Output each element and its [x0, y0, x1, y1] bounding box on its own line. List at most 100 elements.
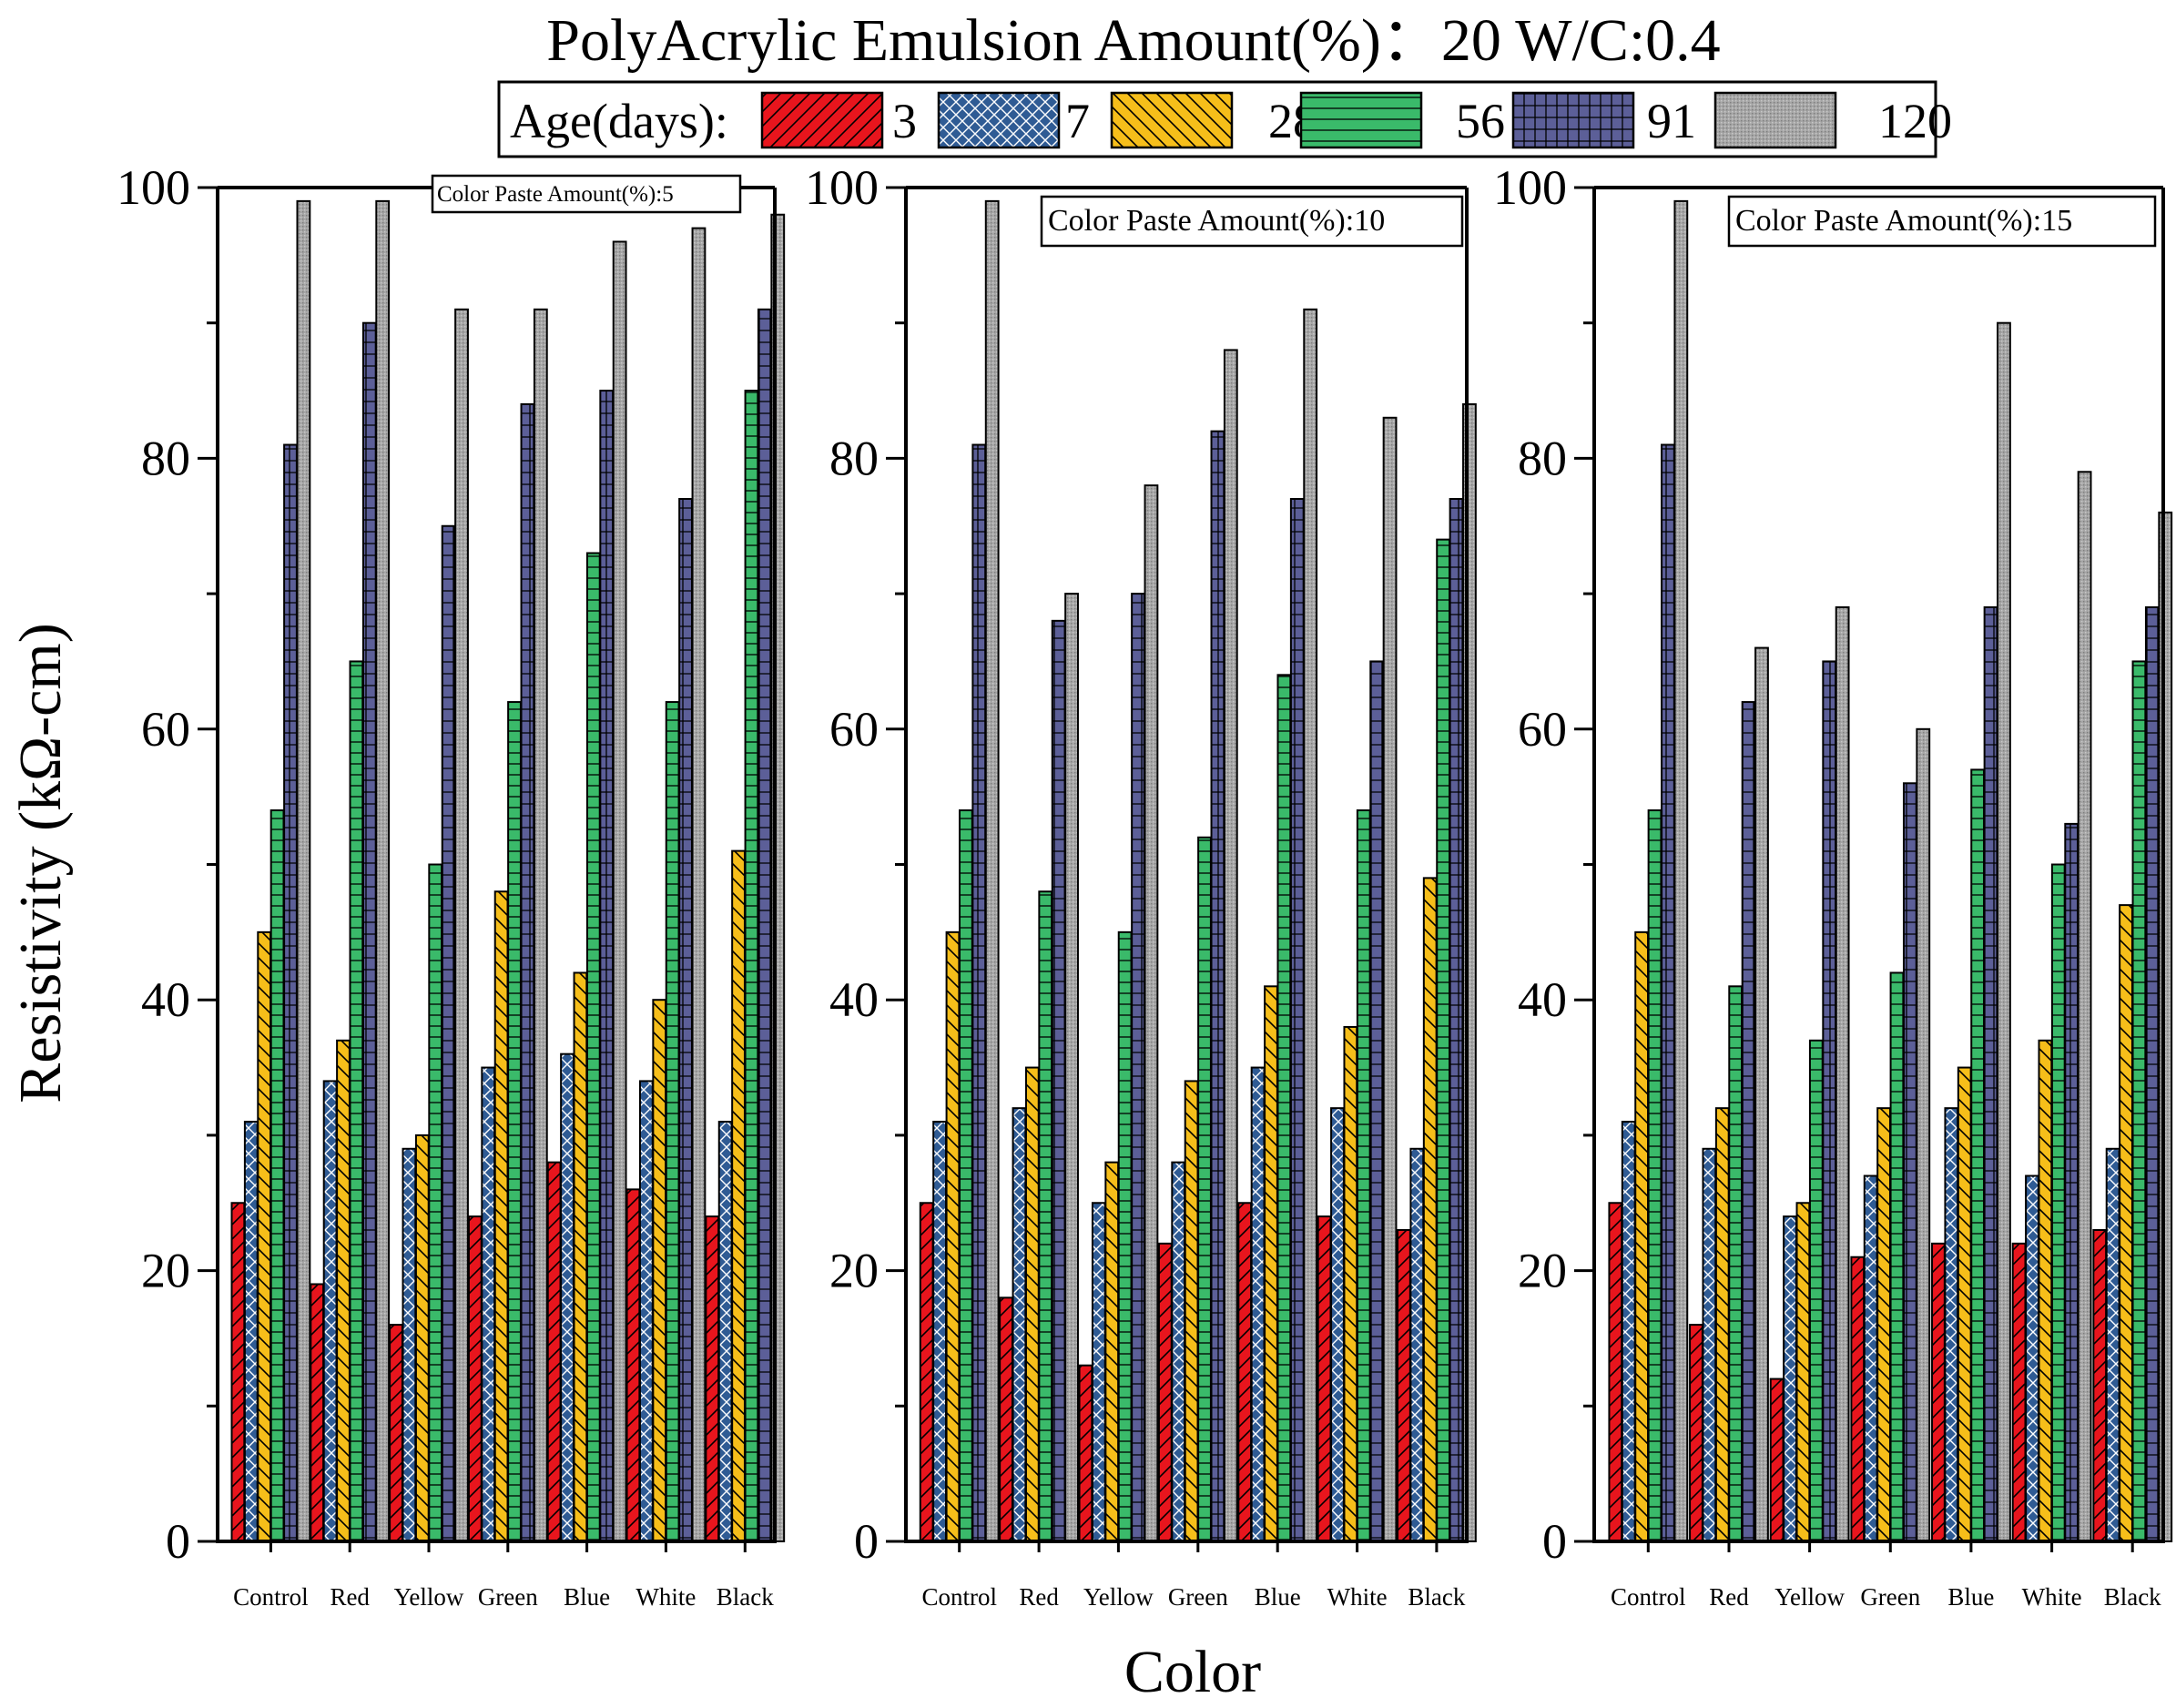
y-tick-label-0: 0 — [166, 1514, 190, 1569]
bar-p2-control-day28 — [945, 930, 961, 1542]
bar-p1-yellow-day7 — [402, 1147, 417, 1543]
bar-p2-yellow-day56 — [1117, 930, 1133, 1542]
bar-p3-white-day28 — [2038, 1039, 2053, 1543]
bar-p1-control-day120 — [296, 199, 311, 1542]
bar-p1-control-day28 — [257, 930, 272, 1542]
bar-p3-control-day56 — [1647, 809, 1663, 1542]
bar-p1-blue-day120 — [612, 240, 627, 1543]
legend-label-120: 120 — [1878, 94, 1952, 148]
bar-p2-green-day7 — [1171, 1161, 1186, 1542]
x-tick-label-green: Green — [1168, 1583, 1228, 1611]
y-tick-label-100: 100 — [117, 160, 190, 215]
bar-p3-white-day56 — [2050, 863, 2066, 1542]
bar-p1-control-day91 — [283, 443, 298, 1542]
bar-p3-black-day120 — [2158, 511, 2173, 1542]
bar-p3-yellow-day7 — [1783, 1215, 1797, 1542]
bar-p2-blue-day120 — [1303, 308, 1318, 1543]
legend-swatch-28 — [1110, 91, 1234, 149]
panel-annotation-box — [1727, 195, 2157, 248]
bar-p2-green-day91 — [1210, 430, 1225, 1542]
bar-p1-blue-day56 — [585, 552, 601, 1542]
bar-p3-control-day91 — [1661, 443, 1675, 1542]
x-tick-label-blue: Blue — [1255, 1583, 1301, 1611]
legend-label-56: 56 — [1456, 94, 1505, 148]
bar-p3-black-day3 — [2092, 1228, 2108, 1542]
panel-1: Control Red Yellow Green Blue White Black 0 20 40… — [117, 160, 786, 1611]
x-tick-label-green: Green — [1860, 1583, 1920, 1611]
bar-p3-yellow-day56 — [1808, 1039, 1824, 1543]
bar-p2-blue-day7 — [1250, 1066, 1266, 1543]
bar-p1-white-day91 — [678, 498, 693, 1542]
bar-p3-red-day7 — [1702, 1147, 1717, 1543]
y-tick-label-40: 40 — [829, 972, 879, 1027]
bar-p2-black-day7 — [1409, 1147, 1425, 1543]
bar-p2-green-day56 — [1197, 836, 1212, 1542]
bar-p2-red-day56 — [1038, 890, 1053, 1542]
panel-annotation-box — [1040, 195, 1464, 248]
bar-p2-blue-day56 — [1276, 674, 1292, 1542]
panel-annotation: Color Paste Amount(%):10 — [1048, 204, 1385, 238]
y-tick-label-100: 100 — [805, 160, 879, 215]
bar-p3-blue-day120 — [1997, 321, 2011, 1543]
bar-p1-green-day3 — [467, 1215, 483, 1542]
bar-p1-green-day28 — [493, 890, 509, 1542]
bar-p1-red-day120 — [375, 199, 391, 1542]
y-tick-label-0: 0 — [1542, 1514, 1567, 1569]
bar-p3-green-day91 — [1902, 782, 1917, 1542]
bar-p2-blue-day91 — [1289, 498, 1305, 1542]
legend-swatch-56 — [1299, 91, 1423, 149]
bar-p3-control-day3 — [1608, 1202, 1623, 1542]
bar-p2-white-day56 — [1356, 809, 1371, 1542]
bar-p2-white-day91 — [1369, 660, 1385, 1542]
bar-p1-control-day56 — [269, 809, 285, 1542]
bar-p1-blue-day28 — [573, 971, 588, 1542]
legend: Age(days): 3 7 28 56 91 120 — [497, 80, 1952, 158]
legend-swatch-7 — [937, 91, 1061, 149]
x-tick-label-white: White — [2022, 1583, 2082, 1611]
y-tick-label-60: 60 — [141, 702, 190, 757]
legend-swatch-3 — [760, 91, 884, 149]
bar-p3-yellow-day120 — [1835, 605, 1850, 1542]
bar-p3-white-day91 — [2064, 822, 2079, 1542]
bar-p3-black-day91 — [2144, 605, 2160, 1542]
bar-p2-green-day120 — [1223, 349, 1238, 1543]
bar-p2-white-day7 — [1330, 1107, 1345, 1543]
bar-p3-control-day7 — [1621, 1121, 1636, 1543]
bar-p2-yellow-day7 — [1091, 1202, 1106, 1542]
bar-p2-black-day91 — [1449, 498, 1464, 1542]
panel-annotation: Color Paste Amount(%):15 — [1735, 204, 2072, 238]
legend-label-7: 7 — [1065, 94, 1090, 148]
bar-p3-blue-day3 — [1931, 1242, 1946, 1542]
x-tick-label-blue: Blue — [564, 1583, 610, 1611]
bar-p2-blue-day3 — [1237, 1202, 1253, 1542]
bar-p2-control-day91 — [971, 443, 987, 1542]
bar-p3-white-day120 — [2077, 471, 2092, 1542]
legend-label-91: 91 — [1647, 94, 1696, 148]
legend-entries: 3 7 28 56 91 120 — [760, 91, 1952, 149]
bar-p1-white-day7 — [638, 1080, 654, 1543]
bar-p3-green-day7 — [1863, 1174, 1878, 1542]
bar-p1-white-day3 — [625, 1188, 641, 1542]
bar-p1-black-day28 — [731, 849, 746, 1542]
bar-p2-red-day7 — [1012, 1107, 1027, 1543]
bar-p1-yellow-day91 — [441, 524, 456, 1542]
y-tick-label-20: 20 — [141, 1244, 190, 1298]
bar-p1-black-day3 — [705, 1215, 720, 1542]
bar-p2-control-day7 — [932, 1121, 947, 1543]
bar-p1-green-day56 — [507, 701, 522, 1542]
bar-p3-red-day120 — [1754, 646, 1769, 1542]
bar-p3-green-day3 — [1850, 1256, 1866, 1542]
bar-p2-black-day3 — [1397, 1228, 1411, 1542]
bar-p3-control-day120 — [1673, 199, 1689, 1542]
x-tick-label-white: White — [636, 1583, 696, 1611]
x-tick-label-blue: Blue — [1947, 1583, 1994, 1611]
y-tick-label-60: 60 — [1518, 702, 1567, 757]
bar-p3-black-day7 — [2105, 1147, 2120, 1543]
bar-p1-control-day3 — [230, 1202, 246, 1542]
chart-panels: Control Red Yellow Green Blue White Black 0 20 40… — [117, 160, 2173, 1611]
bar-p1-red-day28 — [336, 1039, 351, 1543]
bar-p3-black-day28 — [2119, 904, 2133, 1542]
x-axis-label: Color — [1124, 1639, 1261, 1703]
bar-p1-green-day120 — [533, 308, 548, 1543]
